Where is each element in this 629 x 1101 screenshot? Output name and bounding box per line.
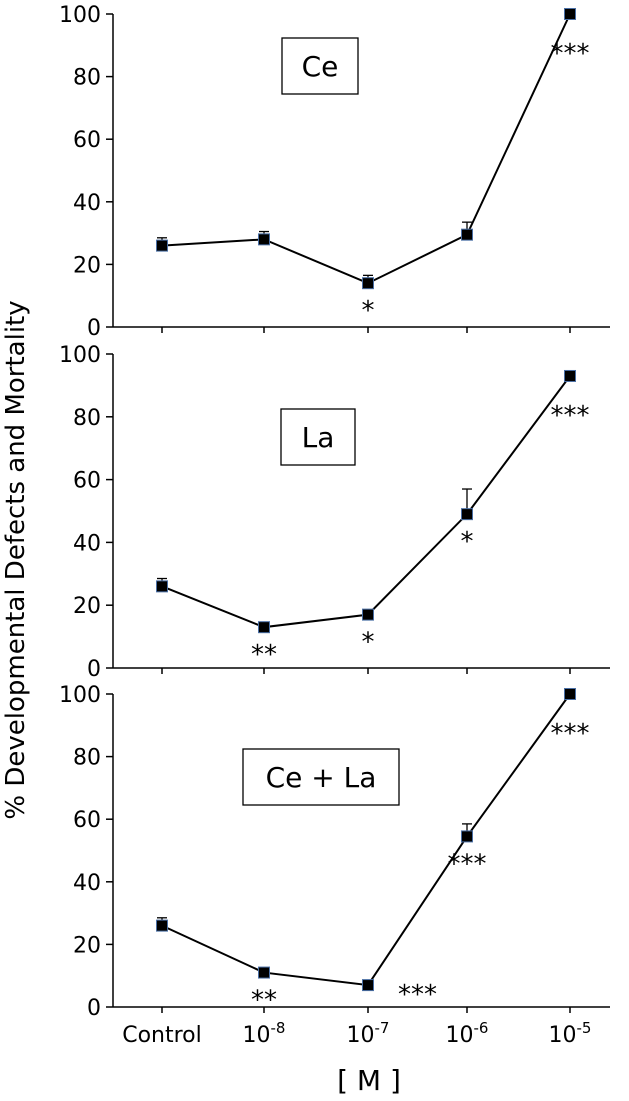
data-point xyxy=(156,919,168,932)
y-tick-label: 80 xyxy=(73,746,101,771)
significance-label: * xyxy=(362,628,375,658)
x-tick-label: 10-6 xyxy=(446,1019,489,1048)
y-tick-label: 40 xyxy=(73,531,101,556)
data-point xyxy=(156,580,168,593)
significance-label: ** xyxy=(251,986,277,1016)
y-tick-label: 80 xyxy=(73,406,101,431)
panel-label: La xyxy=(302,421,335,454)
y-tick-label: 40 xyxy=(73,871,101,896)
y-tick-label: 20 xyxy=(73,253,101,278)
significance-label: *** xyxy=(551,39,590,69)
significance-label: *** xyxy=(551,401,590,431)
data-point xyxy=(461,228,473,241)
x-tick-label: 10-7 xyxy=(347,1019,390,1048)
significance-label: * xyxy=(461,527,474,557)
significance-label: *** xyxy=(551,719,590,749)
y-tick-label: 60 xyxy=(73,469,101,494)
series-line xyxy=(161,693,571,987)
data-point xyxy=(564,8,576,20)
x-axis-tick-labels: Control 10-8 10-7 10-6 10-5 xyxy=(122,1019,591,1048)
y-tick-label: 0 xyxy=(87,657,101,682)
y-tick-label: 60 xyxy=(73,808,101,833)
y-tick-label: 80 xyxy=(73,66,101,91)
data-point xyxy=(362,979,374,992)
data-point xyxy=(362,608,374,621)
series-line xyxy=(161,13,571,285)
data-point xyxy=(156,239,168,252)
y-axis-label: % Developmental Defects and Mortality xyxy=(1,300,31,819)
y-tick-label: 100 xyxy=(59,343,101,368)
data-point xyxy=(258,621,270,634)
panel-label: Ce + La xyxy=(266,761,377,794)
x-axis-label: [ M ] xyxy=(337,1064,401,1097)
panel-label-box xyxy=(242,748,400,806)
significance-label: ** xyxy=(251,640,277,670)
y-tick-label: 40 xyxy=(73,191,101,216)
y-tick-label: 20 xyxy=(73,594,101,619)
data-point xyxy=(258,233,270,246)
data-point xyxy=(564,688,576,700)
y-tick-label: 100 xyxy=(59,3,101,28)
data-point xyxy=(258,966,270,979)
x-tick-label: 10-8 xyxy=(243,1019,286,1048)
panel-label: Ce xyxy=(302,50,339,83)
y-tick-label: 0 xyxy=(87,316,101,341)
data-point xyxy=(461,508,473,521)
y-tick-label: 100 xyxy=(59,683,101,708)
y-tick-label: 0 xyxy=(87,996,101,1021)
series-line xyxy=(161,375,571,629)
data-point xyxy=(362,277,374,290)
significance-label: *** xyxy=(398,980,437,1010)
y-tick-label: 60 xyxy=(73,128,101,153)
significance-label: * xyxy=(362,296,375,326)
y-tick-label: 20 xyxy=(73,933,101,958)
panel-label-box xyxy=(281,37,359,95)
data-point xyxy=(461,830,473,843)
significance-label: *** xyxy=(448,849,487,879)
panel-label-box xyxy=(280,408,356,466)
x-tick-label: Control xyxy=(122,1023,202,1048)
data-point xyxy=(564,369,576,382)
x-tick-label: 10-5 xyxy=(549,1019,592,1048)
